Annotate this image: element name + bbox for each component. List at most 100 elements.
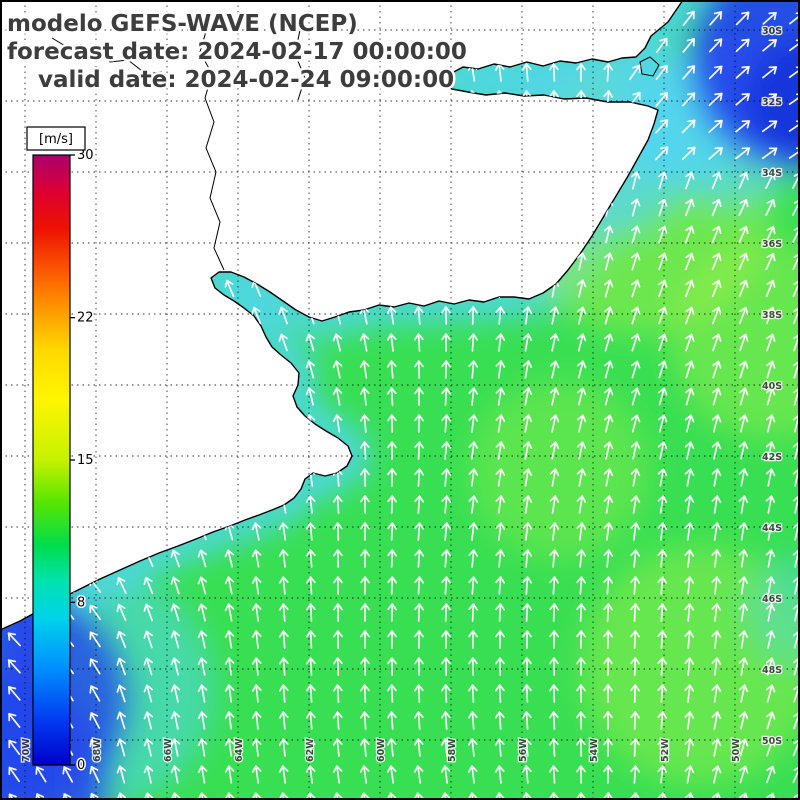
wind-arrow — [549, 360, 560, 379]
wind-arrow-glyph — [522, 549, 533, 568]
wind-arrow — [278, 711, 289, 730]
wind-arrow — [765, 171, 776, 189]
wind-arrow-glyph — [414, 657, 424, 676]
wind-arrow-glyph — [224, 765, 235, 784]
wind-arrow-glyph — [549, 360, 560, 379]
wind-arrow — [738, 306, 749, 325]
wind-arrow-glyph — [305, 522, 316, 541]
lat-label: 30S — [762, 26, 782, 37]
wind-arrow — [738, 630, 749, 649]
wind-arrow-glyph — [521, 792, 532, 800]
wind-arrow-glyph — [360, 657, 370, 676]
wind-arrow-glyph — [765, 414, 776, 433]
wind-arrow — [224, 792, 235, 800]
wind-arrow — [441, 306, 451, 325]
wind-arrow — [495, 549, 506, 568]
wind-arrow-glyph — [278, 603, 289, 622]
river-line — [294, 29, 306, 101]
wind-arrow — [766, 333, 776, 352]
wind-arrow — [765, 603, 776, 622]
wind-arrow-glyph — [359, 387, 370, 406]
wind-arrow-glyph — [414, 684, 424, 703]
wind-arrow-glyph — [441, 387, 451, 406]
wind-arrow-glyph — [682, 65, 696, 80]
unit-box — [26, 126, 86, 151]
wind-arrow — [576, 738, 586, 757]
wind-arrow-glyph — [657, 765, 668, 784]
wind-arrow — [738, 738, 749, 757]
wind-arrow — [197, 738, 208, 757]
wind-arrow-glyph — [762, 39, 777, 52]
wind-arrow — [738, 279, 749, 298]
wind-arrow — [685, 333, 695, 352]
wind-arrow-glyph — [414, 549, 425, 568]
wind-arrow-glyph — [766, 738, 776, 757]
wind-arrow-glyph — [657, 630, 667, 649]
wind-arrow — [682, 10, 695, 26]
wind-arrow-glyph — [549, 603, 559, 622]
wind-arrow-glyph — [657, 468, 668, 487]
wind-arrow — [738, 603, 749, 622]
wind-arrow-glyph — [495, 306, 506, 325]
wind-arrow-glyph — [360, 468, 370, 487]
wind-arrow — [684, 765, 695, 784]
wind-arrow — [522, 711, 532, 730]
wind-arrow-glyph — [684, 225, 695, 244]
wind-arrow — [414, 684, 424, 703]
wind-arrow-glyph — [738, 306, 749, 325]
wind-arrow-glyph — [576, 360, 587, 379]
wind-arrow-glyph — [739, 765, 749, 784]
wind-arrow-glyph — [630, 738, 640, 757]
wind-arrow — [684, 252, 695, 271]
high-patch — [470, 380, 650, 560]
wind-arrow — [603, 441, 614, 460]
wind-arrow-glyph — [387, 630, 397, 649]
wind-arrow-glyph — [305, 360, 316, 379]
wind-arrow-glyph — [386, 711, 397, 730]
wind-arrow-glyph — [495, 603, 505, 622]
wind-arrow-glyph — [549, 63, 559, 82]
wind-arrow-glyph — [657, 387, 668, 406]
wind-arrow-glyph — [630, 522, 641, 541]
wind-arrow — [494, 738, 505, 757]
wind-arrow — [684, 279, 695, 298]
wind-arrow — [549, 549, 560, 568]
wind-arrow-glyph — [197, 603, 208, 622]
wind-arrow — [387, 684, 397, 703]
wind-arrow-glyph — [224, 738, 235, 757]
wind-arrow — [332, 360, 343, 379]
wind-arrow — [576, 252, 587, 271]
wind-arrow-glyph — [359, 333, 370, 352]
wind-arrow — [735, 92, 750, 106]
wind-arrow-glyph — [197, 630, 208, 649]
wind-arrow-glyph — [576, 630, 586, 649]
wind-arrow — [143, 603, 153, 622]
wind-arrow — [305, 738, 316, 757]
wind-arrow-glyph — [413, 306, 424, 325]
wind-arrow-glyph — [685, 171, 695, 190]
wind-arrow — [630, 441, 641, 460]
wind-arrow-glyph — [278, 738, 289, 757]
wind-arrow-glyph — [387, 549, 397, 568]
wind-arrow — [359, 765, 370, 784]
wind-arrow-glyph — [603, 306, 614, 325]
wind-arrow — [603, 711, 613, 730]
wind-arrow — [657, 657, 667, 676]
wind-arrow — [522, 333, 533, 352]
wind-arrow — [468, 603, 478, 622]
wind-arrow — [684, 522, 695, 541]
wind-arrow-glyph — [387, 495, 397, 514]
wind-arrow — [765, 792, 776, 800]
wind-arrow-glyph — [251, 522, 262, 541]
wind-arrow — [765, 576, 776, 595]
wind-arrow-glyph — [387, 603, 397, 622]
wind-arrow — [116, 603, 127, 622]
wind-arrow — [658, 198, 668, 217]
wind-arrow — [441, 333, 451, 352]
wind-arrow — [603, 495, 614, 514]
wind-arrow — [765, 468, 776, 487]
lon-label: 70W — [21, 738, 32, 762]
wind-arrow — [711, 441, 722, 460]
wind-arrow — [387, 414, 397, 433]
